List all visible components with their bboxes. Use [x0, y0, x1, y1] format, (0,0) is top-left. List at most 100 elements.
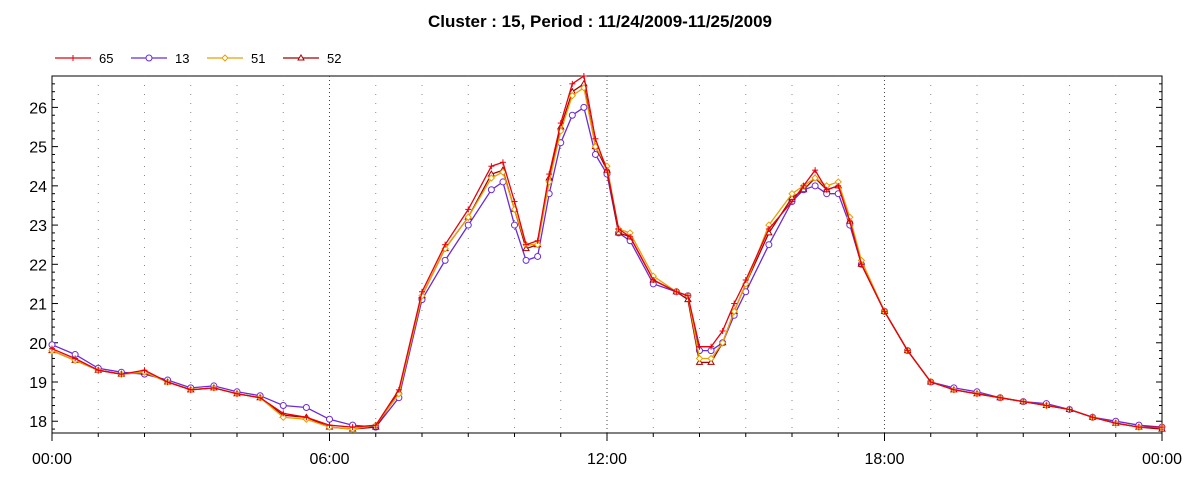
- series-65-point: [684, 292, 691, 299]
- series-13-point: [534, 252, 542, 260]
- series-13-point: [487, 186, 495, 194]
- series-65-point: [141, 367, 148, 374]
- series-65-point: [546, 171, 553, 178]
- series-13-point: [522, 256, 530, 264]
- series-65-point: [419, 288, 425, 295]
- legend-item-13: 13: [131, 51, 189, 66]
- series-65-point: [164, 379, 171, 385]
- series-13-point: [568, 111, 576, 119]
- series-65-point: [696, 343, 703, 350]
- series-13-point: [580, 103, 588, 111]
- series-65-point: [187, 386, 194, 393]
- legend-item-65: 65: [55, 51, 113, 66]
- series-65-point: [604, 167, 610, 174]
- y-tick-label: 21: [29, 297, 47, 314]
- series-65-point: [395, 386, 402, 393]
- series-65-point: [650, 277, 657, 283]
- x-tick-label: 18:00: [864, 451, 904, 468]
- series-65-point: [465, 206, 472, 213]
- legend-label: 13: [175, 51, 189, 66]
- series-65-point: [627, 233, 634, 240]
- series-65-point: [349, 424, 356, 431]
- series-65-point: [615, 226, 622, 232]
- series-13-point: [279, 402, 287, 410]
- legend-label: 52: [327, 51, 341, 66]
- series-13-point: [326, 415, 333, 423]
- series-65-point: [534, 237, 541, 244]
- series-13-point: [511, 221, 518, 229]
- series-65-point: [257, 394, 264, 401]
- series-51-point: [568, 91, 577, 100]
- series-65-point: [1159, 424, 1165, 431]
- series-65-point: [812, 167, 819, 174]
- y-tick-label: 25: [29, 140, 47, 157]
- x-tick-label: 00:00: [1142, 451, 1182, 468]
- legend-swatch-marker: [145, 54, 153, 62]
- y-tick-label: 22: [29, 257, 47, 274]
- series-65-point: [442, 241, 449, 248]
- series-51-point: [533, 240, 542, 249]
- series-51-point: [279, 413, 287, 422]
- y-tick-label: 20: [29, 336, 47, 353]
- legend-swatch-marker: [297, 54, 305, 61]
- series-65-point: [846, 218, 853, 225]
- series-65-point: [488, 163, 495, 170]
- minor-ticks: [51, 75, 1163, 441]
- series-65-point: [800, 182, 807, 189]
- series-65-point: [765, 226, 772, 232]
- y-tick-label: 24: [29, 179, 47, 196]
- series-65-point: [1112, 420, 1119, 427]
- series-65-point: [974, 390, 980, 397]
- series-13-point: [591, 150, 599, 158]
- series-65-point: [569, 80, 576, 87]
- series-65-point: [673, 288, 680, 295]
- legend-label: 51: [251, 51, 265, 66]
- series-65-point: [927, 379, 934, 385]
- series-65-point: [881, 308, 888, 315]
- legend-item-52: 52: [283, 51, 341, 66]
- chart-title: Cluster : 15, Period : 11/24/2009-11/25/…: [428, 12, 772, 31]
- series-65-point: [49, 345, 55, 352]
- y-axis: 18 19 20 21 22 23 24 25 26: [29, 100, 47, 431]
- series-13-point: [811, 182, 819, 190]
- y-tick-label: 26: [29, 100, 47, 117]
- series-65-point: [823, 186, 830, 193]
- series-65-point: [1135, 424, 1142, 431]
- series-65-point: [234, 390, 240, 397]
- series-65-point: [950, 386, 957, 393]
- series-group: [48, 73, 1166, 433]
- series-51-point: [487, 174, 496, 182]
- series-65-point: [372, 422, 379, 429]
- legend-swatch-marker: [221, 54, 229, 62]
- series-65-point: [1066, 406, 1073, 413]
- x-tick-label: 06:00: [309, 451, 349, 468]
- y-tick-label: 23: [29, 218, 47, 235]
- series-65-point: [708, 343, 715, 350]
- series-51-point: [811, 174, 819, 182]
- series-51-point: [788, 189, 796, 198]
- series-65-point: [210, 384, 217, 391]
- series-65-point: [303, 414, 310, 421]
- series-65-point: [118, 371, 125, 378]
- series-51-point: [707, 354, 715, 363]
- series-51-point: [464, 213, 472, 221]
- series-65-point: [72, 355, 79, 362]
- series-65-point: [1089, 414, 1096, 421]
- y-tick-label: 18: [29, 414, 47, 431]
- series-65-point: [1020, 398, 1027, 405]
- series-65-point: [511, 198, 518, 205]
- series-65-point: [904, 347, 911, 354]
- x-axis: 00:00 06:00 12:00 18:00 00:00: [32, 451, 1182, 468]
- series-65-point: [95, 367, 102, 374]
- series-13-point: [464, 221, 472, 229]
- series-65: [49, 73, 1165, 431]
- plot-area: [51, 75, 1163, 434]
- legend: 65 13 51 52: [55, 51, 341, 66]
- series-65-point: [1043, 402, 1050, 409]
- series-65-point: [858, 261, 865, 268]
- series-13-point: [765, 241, 773, 249]
- x-tick-label: 00:00: [32, 451, 72, 468]
- series-65-point: [557, 120, 564, 127]
- series-65-point: [280, 410, 287, 417]
- series-65-point: [997, 394, 1004, 401]
